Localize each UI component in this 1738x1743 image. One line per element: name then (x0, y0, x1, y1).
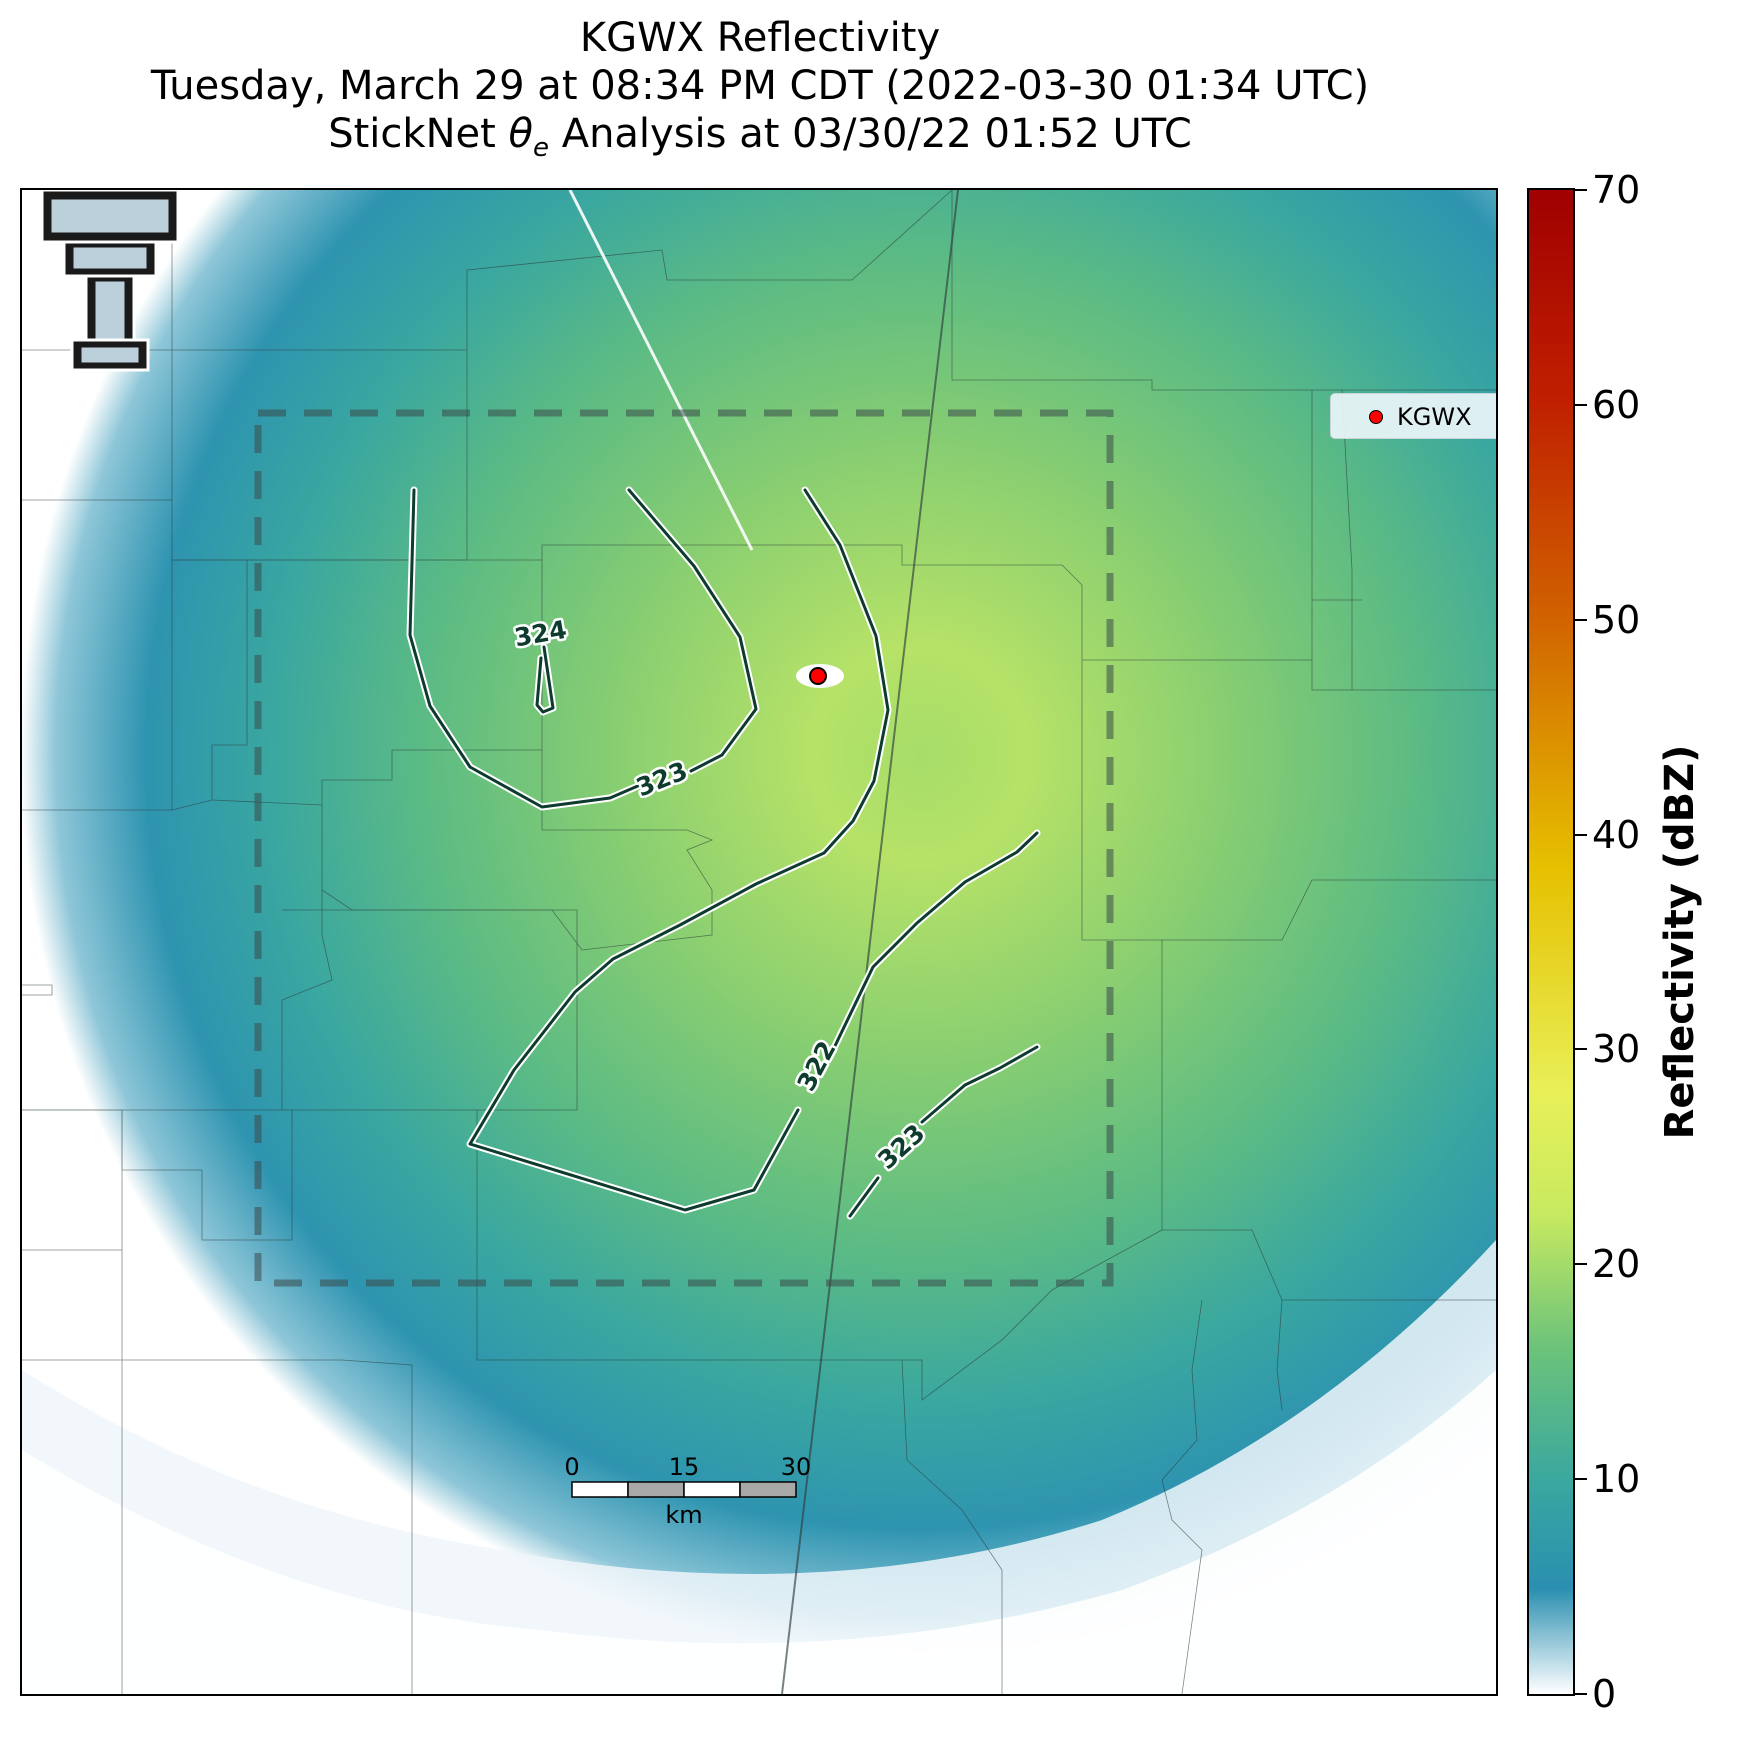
double-t-logo (40, 190, 180, 372)
title-line-1: KGWX Reflectivity (579, 15, 941, 61)
colorbar-tick (1575, 1478, 1587, 1481)
low-echo-region (22, 1240, 1496, 1694)
colorbar-tick-label: 30 (1592, 1027, 1641, 1072)
colorbar-tick-label: 10 (1592, 1457, 1641, 1502)
legend-marker (1369, 410, 1383, 424)
county-borders (22, 190, 1496, 1694)
scale-label-0: 0 (564, 1453, 579, 1481)
scale-unit: km (665, 1501, 702, 1529)
beam-blockage-line (568, 190, 754, 551)
legend-label: KGWX (1397, 403, 1472, 431)
colorbar (1527, 188, 1575, 1696)
map-legend: KGWX (1330, 393, 1496, 439)
title-line-2: Tuesday, March 29 at 08:34 PM CDT (2022-… (150, 63, 1370, 109)
colorbar-tick-label: 70 (1592, 168, 1641, 212)
radar-echo (22, 190, 1496, 1685)
radar-map[interactable]: 324 323 322 323 0 15 30 km (20, 188, 1498, 1696)
scale-bar: 0 15 30 km (564, 1453, 811, 1529)
colorbar-tick-label: 20 (1592, 1242, 1641, 1287)
colorbar-tick (1575, 833, 1587, 836)
colorbar-tick-label: 0 (1592, 1672, 1617, 1716)
analysis-domain-box (254, 409, 1114, 1287)
colorbar-tick (1575, 1263, 1587, 1266)
colorbar-tick-label: 50 (1592, 597, 1641, 642)
colorbar-title: Reflectivity (dBZ) (1657, 744, 1703, 1140)
kgwx-site-marker (809, 667, 827, 685)
scale-label-30: 30 (781, 1453, 812, 1481)
colorbar-tick (1575, 1693, 1587, 1695)
scale-label-15: 15 (669, 1453, 700, 1481)
colorbar-tick-label: 40 (1592, 812, 1641, 857)
highway-line (781, 190, 959, 1694)
colorbar-tick (1575, 189, 1587, 191)
colorbar-tick (1575, 403, 1587, 406)
colorbar-tick (1575, 1048, 1587, 1051)
colorbar-tick (1575, 618, 1587, 621)
title-line-3: StickNet θe Analysis at 03/30/22 01:52 U… (328, 111, 1192, 163)
colorbar-tick-label: 60 (1592, 382, 1641, 427)
